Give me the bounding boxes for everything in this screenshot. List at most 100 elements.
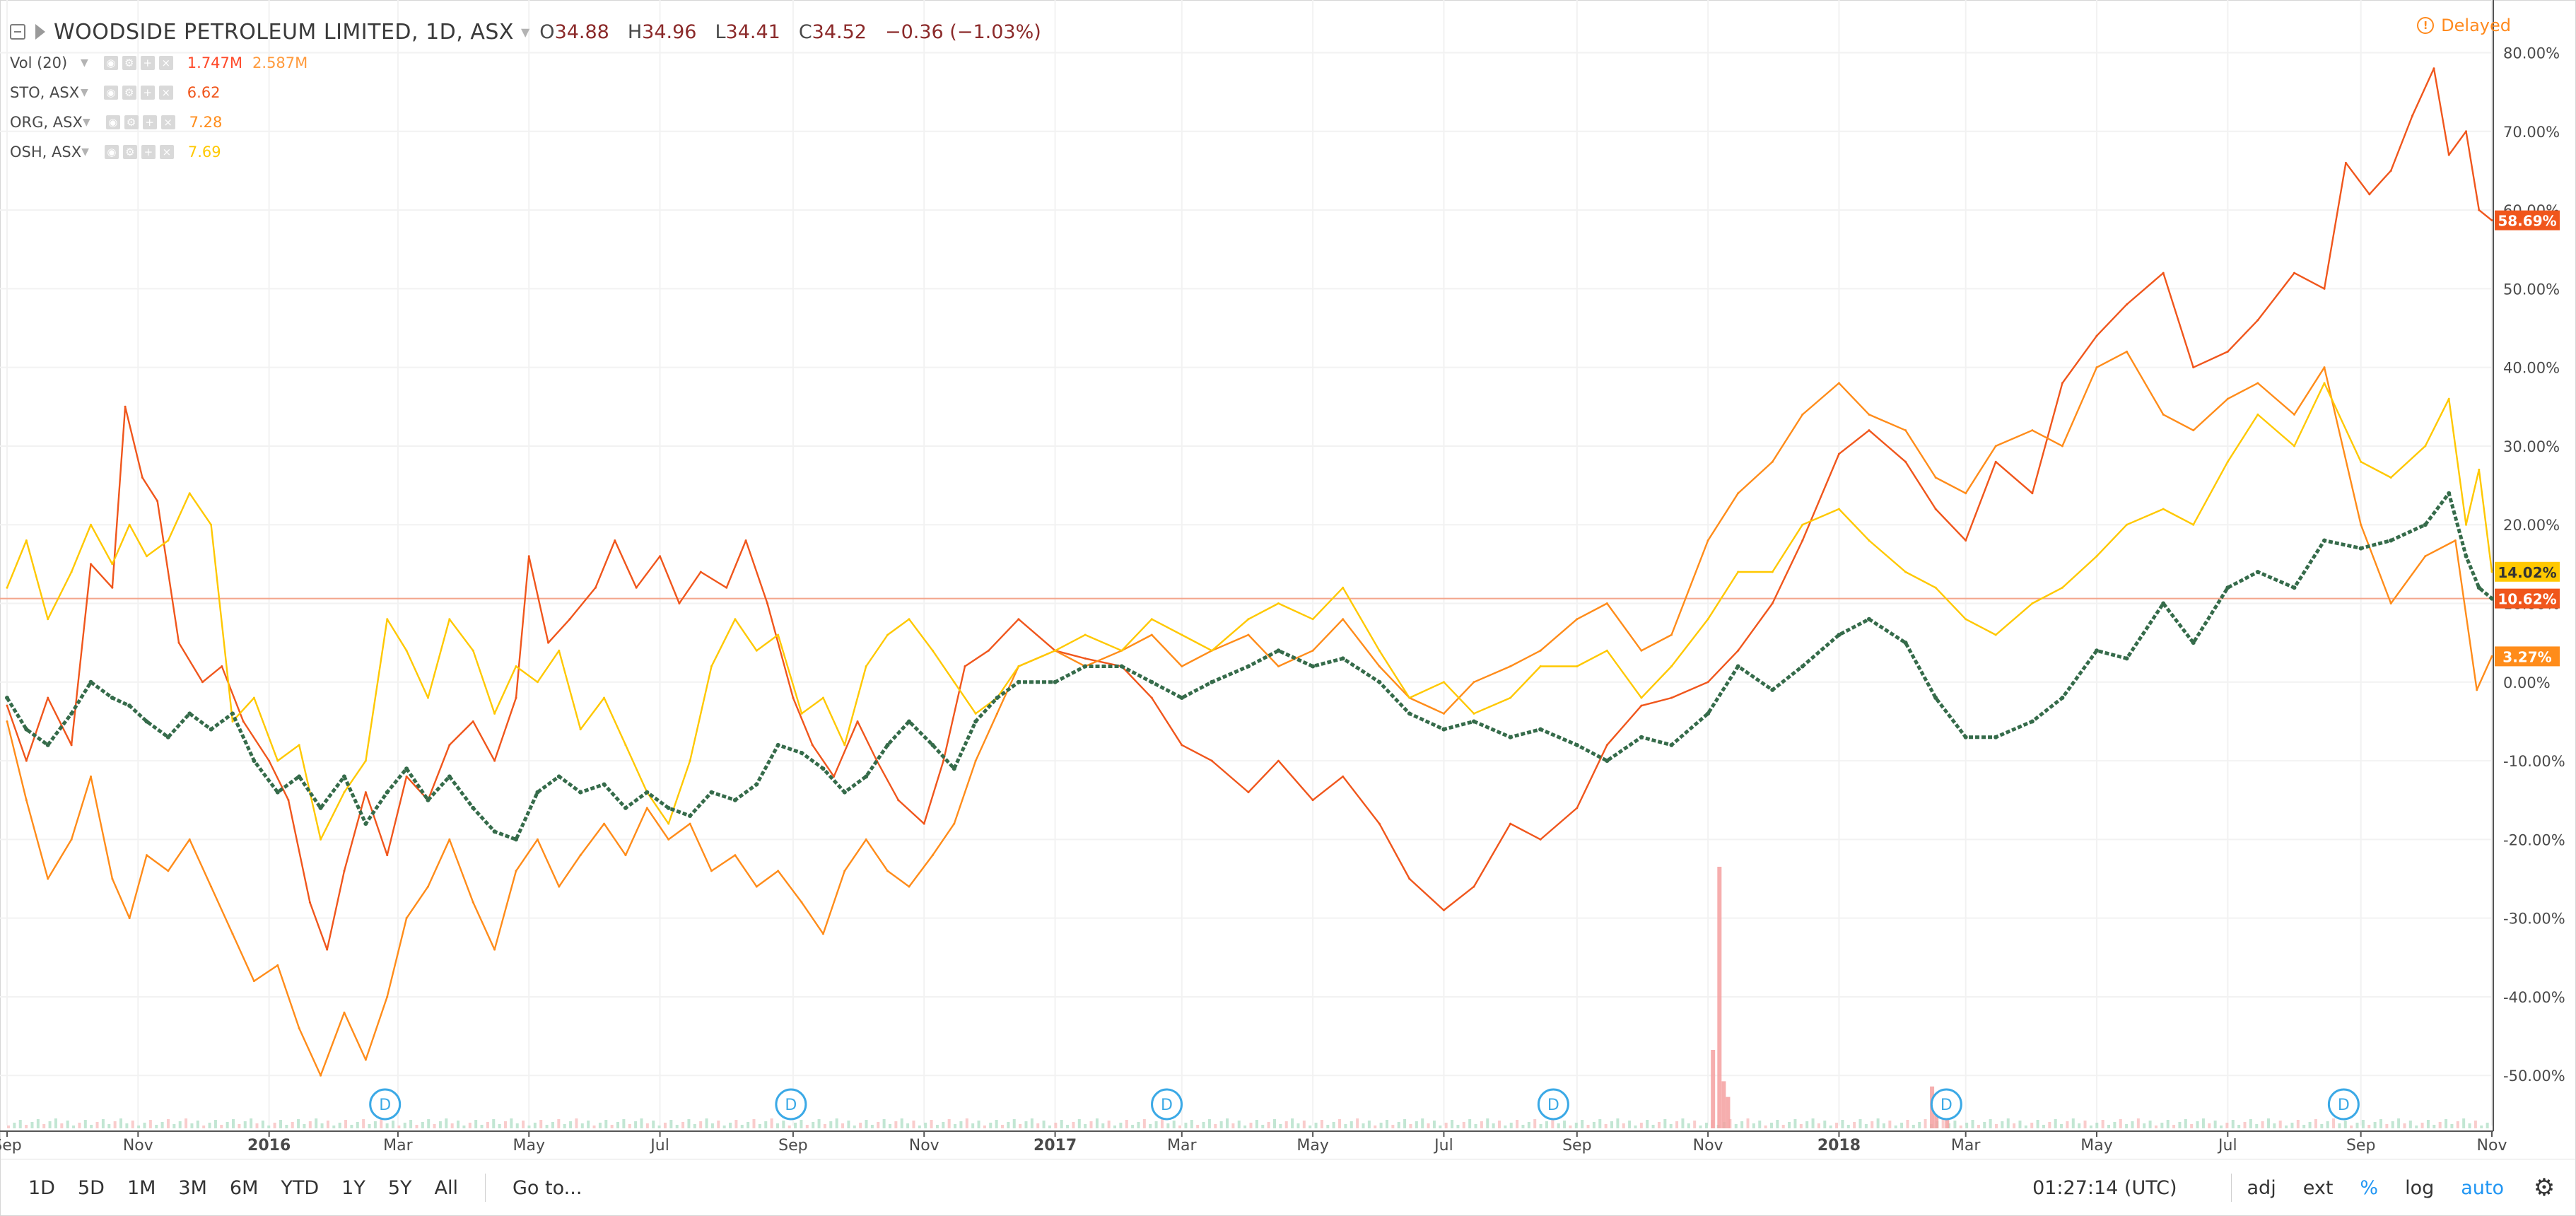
eye-icon[interactable]: ◉: [103, 86, 118, 100]
volume-bar: [1628, 1121, 1632, 1128]
legend-row-osh[interactable]: OSH, ASX ▼ ◉ ⚙ + × 7.69: [10, 137, 1041, 167]
data-point: [568, 618, 571, 621]
data-point: [343, 791, 346, 794]
volume-bar: [1776, 1120, 1779, 1128]
chevron-down-icon[interactable]: ▼: [81, 57, 88, 69]
gear-icon[interactable]: ⚙: [122, 86, 136, 100]
chevron-down-icon[interactable]: ▼: [520, 25, 530, 39]
legend: WOODSIDE PETROLEUM LIMITED, 1D, ASX ▼ O3…: [10, 16, 1041, 167]
clock-time[interactable]: 01:27:14 (UTC): [2032, 1176, 2177, 1199]
data-point: [906, 719, 911, 724]
percent-toggle[interactable]: %: [2360, 1176, 2379, 1199]
gear-icon[interactable]: ⚙: [122, 56, 136, 70]
close-icon[interactable]: ×: [160, 115, 175, 129]
volume-bar: [1995, 1124, 1998, 1128]
volume-bar: [2066, 1121, 2069, 1128]
gear-icon[interactable]: ⚙: [124, 115, 139, 129]
data-point: [1639, 735, 1644, 739]
volume-bar: [2438, 1122, 2442, 1128]
gear-icon[interactable]: ⚙: [122, 145, 137, 159]
data-point: [405, 649, 408, 652]
last-value-box: [2495, 210, 2560, 230]
range-1m[interactable]: 1M: [127, 1176, 156, 1199]
volume-bar: [1687, 1123, 1690, 1128]
chevron-down-icon[interactable]: ▼: [81, 146, 89, 158]
legend-row-sto[interactable]: STO, ASX ▼ ◉ ⚙ + × 6.62: [10, 78, 1041, 107]
data-point: [2389, 476, 2392, 479]
dividend-marker: [2327, 1088, 2360, 1121]
close-icon[interactable]: ×: [159, 145, 174, 159]
data-point: [1084, 657, 1087, 660]
volume-bar: [1101, 1123, 1105, 1128]
volume-bar: [545, 1125, 549, 1128]
chevron-down-icon[interactable]: ▼: [82, 117, 90, 128]
legend-row-org[interactable]: ORG, ASX ▼ ◉ ⚙ + × 7.28: [10, 107, 1041, 137]
data-point: [535, 790, 540, 795]
auto-toggle[interactable]: auto: [2461, 1176, 2504, 1199]
range-1d[interactable]: 1D: [28, 1176, 55, 1199]
range-3m[interactable]: 3M: [178, 1176, 207, 1199]
data-point: [2360, 523, 2363, 526]
volume-bar: [2060, 1124, 2063, 1128]
range-ytd[interactable]: YTD: [281, 1176, 320, 1199]
volume-bar: [2178, 1122, 2182, 1128]
price-chart[interactable]: 80.00%70.00%60.00%50.00%40.00%30.00%20.0…: [0, 0, 2576, 1159]
ext-toggle[interactable]: ext: [2302, 1176, 2334, 1199]
data-point: [252, 980, 255, 983]
range-6m[interactable]: 6M: [229, 1176, 259, 1199]
volume-bar: [2403, 1123, 2406, 1128]
log-toggle[interactable]: log: [2405, 1176, 2435, 1199]
plus-icon[interactable]: +: [141, 145, 156, 159]
plus-icon[interactable]: +: [140, 56, 155, 70]
data-point: [210, 885, 213, 888]
close-icon[interactable]: ×: [158, 56, 173, 70]
volume-bar: [1498, 1121, 1501, 1128]
volume-bar: [285, 1125, 288, 1128]
volume-bar: [959, 1121, 963, 1128]
eye-icon[interactable]: ◉: [104, 145, 119, 159]
toolbar-divider: [485, 1174, 486, 1202]
data-point: [493, 712, 496, 715]
volume-bar: [515, 1123, 519, 1128]
collapse-icon[interactable]: [10, 24, 25, 40]
flag-icon[interactable]: [35, 24, 45, 40]
volume-bar: [2184, 1119, 2187, 1128]
data-point: [514, 837, 519, 842]
volume-bar: [196, 1121, 199, 1128]
volume-bar: [2113, 1122, 2117, 1128]
legend-title-row: WOODSIDE PETROLEUM LIMITED, 1D, ASX ▼ O3…: [10, 16, 1041, 48]
volume-bar: [238, 1124, 241, 1128]
volume-bar: [2320, 1124, 2324, 1128]
legend-row-volume[interactable]: Vol (20) ▼ ◉ ⚙ + × 1.747M 2.587M: [10, 48, 1041, 78]
range-5y[interactable]: 5Y: [387, 1176, 412, 1199]
data-point: [24, 727, 29, 732]
plus-icon[interactable]: +: [142, 115, 157, 129]
eye-icon[interactable]: ◉: [105, 115, 120, 129]
adj-toggle[interactable]: adj: [2247, 1176, 2276, 1199]
volume-bar: [2343, 1121, 2347, 1128]
close-icon[interactable]: ×: [158, 86, 173, 100]
data-point: [70, 571, 73, 573]
goto-button[interactable]: Go to...: [513, 1176, 582, 1199]
range-5d[interactable]: 5D: [77, 1176, 105, 1199]
plus-icon[interactable]: +: [140, 86, 155, 100]
volume-bar: [315, 1118, 318, 1128]
data-point: [252, 696, 255, 699]
eye-icon[interactable]: ◉: [103, 56, 118, 70]
range-all[interactable]: All: [434, 1176, 458, 1199]
volume-bar: [474, 1120, 478, 1128]
volume-bar: [604, 1120, 608, 1128]
delayed-indicator[interactable]: ! Delayed: [2417, 16, 2511, 35]
settings-gear-icon[interactable]: ⚙: [2533, 1174, 2555, 1202]
volume-bar: [758, 1124, 761, 1128]
data-point: [734, 618, 737, 621]
volume-bar: [326, 1121, 329, 1128]
range-1y[interactable]: 1Y: [341, 1176, 365, 1199]
data-point: [2478, 468, 2481, 471]
data-point: [2360, 460, 2363, 463]
data-point: [2126, 523, 2129, 526]
data-point: [1442, 681, 1445, 684]
chevron-down-icon[interactable]: ▼: [81, 87, 88, 98]
data-point: [1868, 539, 1870, 542]
volume-bar: [2172, 1125, 2176, 1128]
